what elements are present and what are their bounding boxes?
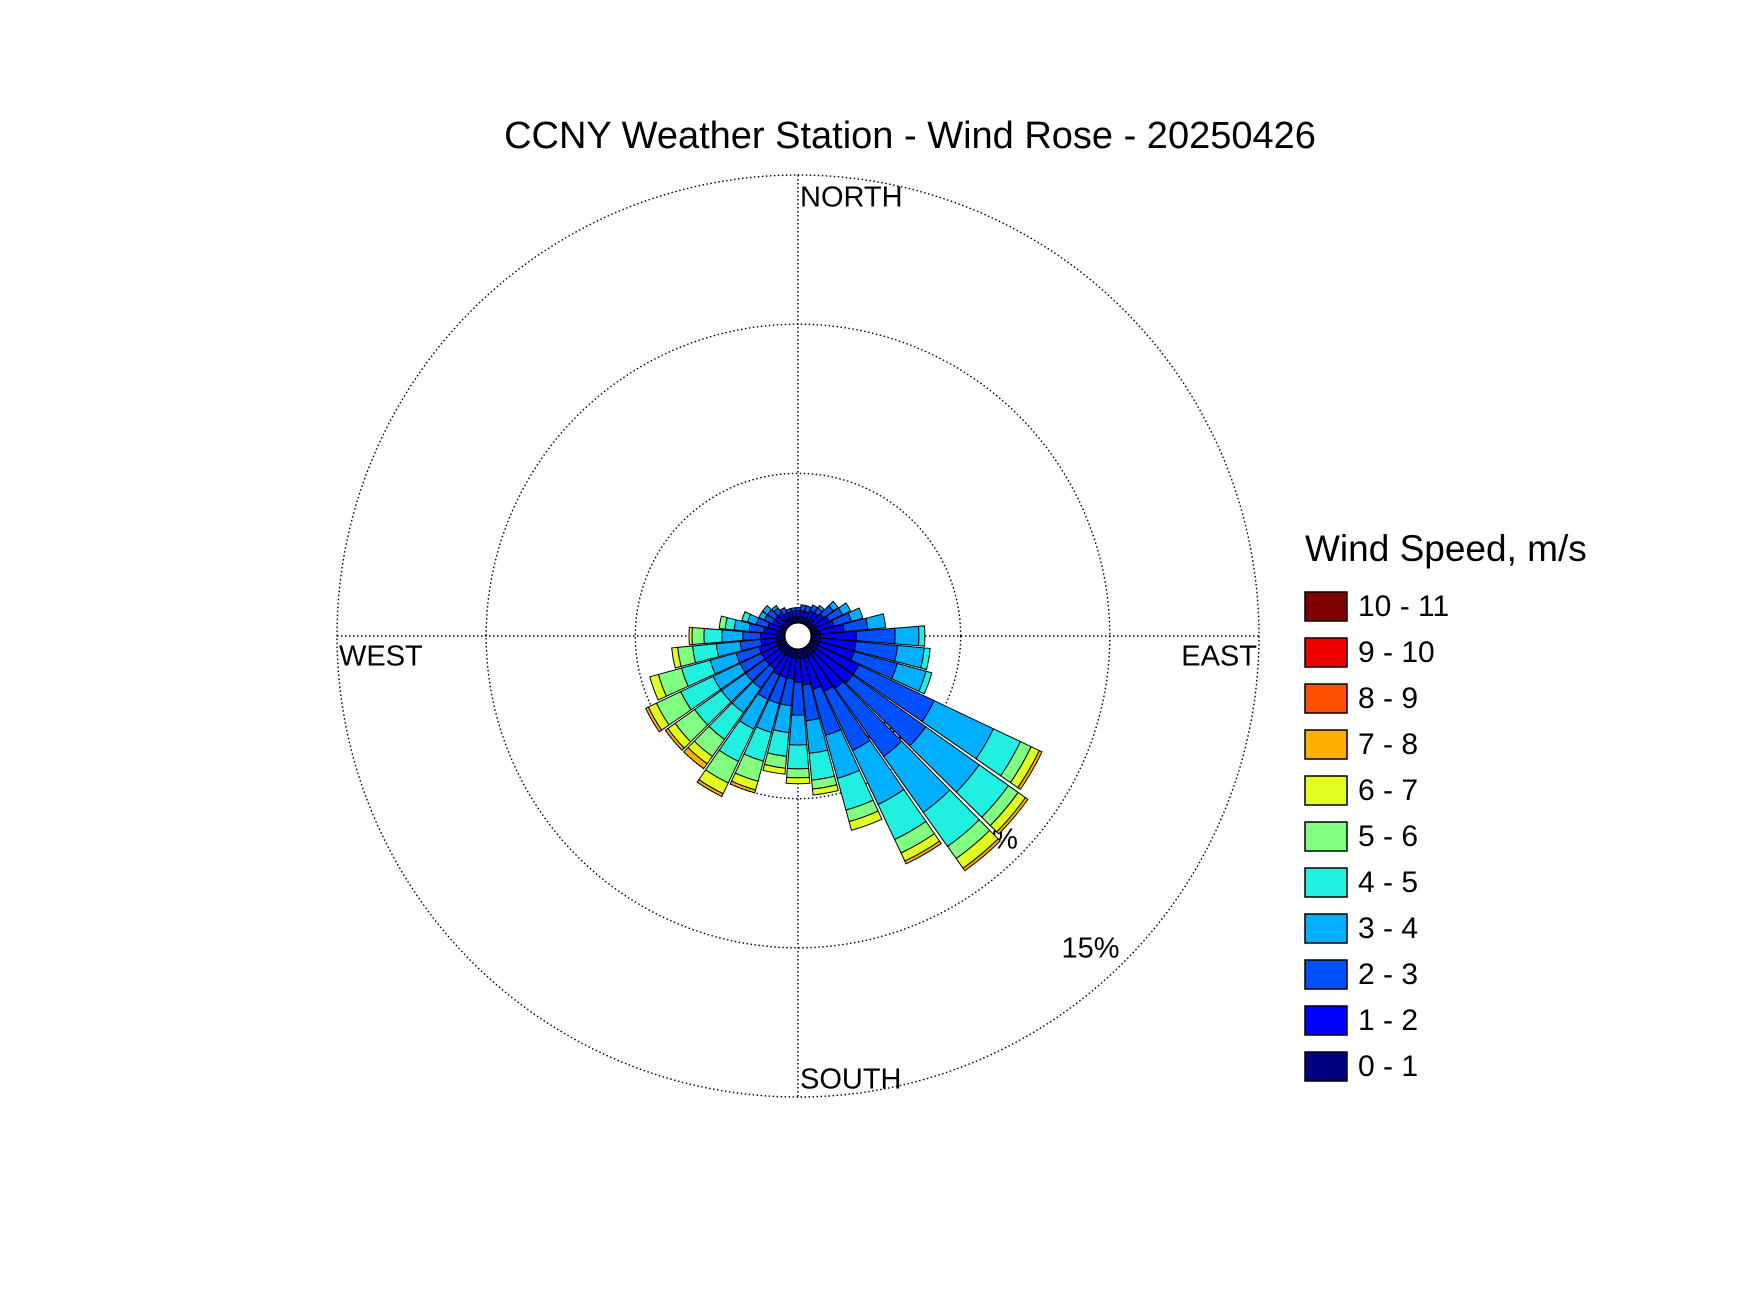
legend-label: 6 - 7 <box>1358 774 1418 807</box>
wedge <box>917 625 926 647</box>
legend-swatch <box>1304 913 1348 944</box>
wedge <box>920 647 931 671</box>
wedge <box>664 727 686 751</box>
wedge <box>785 776 811 785</box>
wedge <box>962 838 1001 872</box>
wedge <box>742 631 762 641</box>
wedge <box>795 607 801 612</box>
wedge <box>847 607 864 622</box>
legend-label: 1 - 2 <box>1358 1004 1418 1037</box>
wedge <box>790 607 797 612</box>
wedge <box>894 625 920 647</box>
wedge <box>721 629 744 643</box>
wedge <box>741 611 752 623</box>
wedge <box>762 763 787 775</box>
legend-label: 9 - 10 <box>1358 636 1435 669</box>
legend-swatch <box>1304 775 1348 806</box>
legend-swatch <box>1304 821 1348 852</box>
wedge <box>855 627 896 645</box>
direction-label: WEST <box>339 641 423 673</box>
wedge <box>786 767 810 779</box>
wedge <box>828 600 839 612</box>
legend-swatch <box>1304 1005 1348 1036</box>
legend-label: 10 - 11 <box>1358 590 1449 623</box>
wedge <box>645 706 663 733</box>
legend-label: 5 - 6 <box>1358 820 1418 853</box>
wedge <box>718 615 728 630</box>
legend-swatch <box>1304 1051 1348 1082</box>
r-tick-label: 15% <box>1062 932 1120 964</box>
grid-ring <box>634 472 962 800</box>
direction-label: NORTH <box>800 182 903 214</box>
legend-label: 7 - 8 <box>1358 728 1418 761</box>
legend-swatch <box>1304 591 1348 622</box>
center-hole <box>783 621 813 651</box>
legend-swatch <box>1304 867 1348 898</box>
wedge <box>1017 749 1043 791</box>
wedge <box>865 613 887 630</box>
legend-title: Wind Speed, m/s <box>1305 528 1587 569</box>
wedge <box>788 714 808 746</box>
legend-label: 2 - 3 <box>1358 958 1418 991</box>
legend-swatch <box>1304 683 1348 714</box>
wedge <box>649 673 668 701</box>
wedge <box>918 670 933 695</box>
wedge <box>729 780 757 794</box>
wedge <box>779 606 788 616</box>
wedge <box>688 626 693 646</box>
wedge <box>703 627 723 645</box>
wedge <box>671 646 682 669</box>
legend-label: 4 - 5 <box>1358 866 1418 899</box>
wedge <box>761 604 773 616</box>
wedge <box>817 604 825 613</box>
direction-label: SOUTH <box>800 1064 902 1096</box>
legend-label: 0 - 1 <box>1358 1050 1418 1083</box>
wedge <box>848 810 883 831</box>
direction-label: EAST <box>1181 641 1257 673</box>
legend-label: 3 - 4 <box>1358 912 1418 945</box>
wedge <box>771 604 779 613</box>
chart-title: CCNY Weather Station - Wind Rose - 20250… <box>504 115 1316 157</box>
legend-label: 8 - 9 <box>1358 682 1418 715</box>
wedge <box>904 840 942 865</box>
legend-swatch <box>1304 729 1348 760</box>
wedge <box>811 784 839 796</box>
wedge <box>758 610 768 621</box>
wedge <box>786 744 810 770</box>
legend-swatch <box>1304 959 1348 990</box>
wedge <box>995 796 1029 835</box>
wedge <box>691 626 705 646</box>
legend-swatch <box>1304 637 1348 668</box>
wedge <box>837 602 852 616</box>
wedge <box>696 779 724 798</box>
wedge <box>683 746 708 770</box>
